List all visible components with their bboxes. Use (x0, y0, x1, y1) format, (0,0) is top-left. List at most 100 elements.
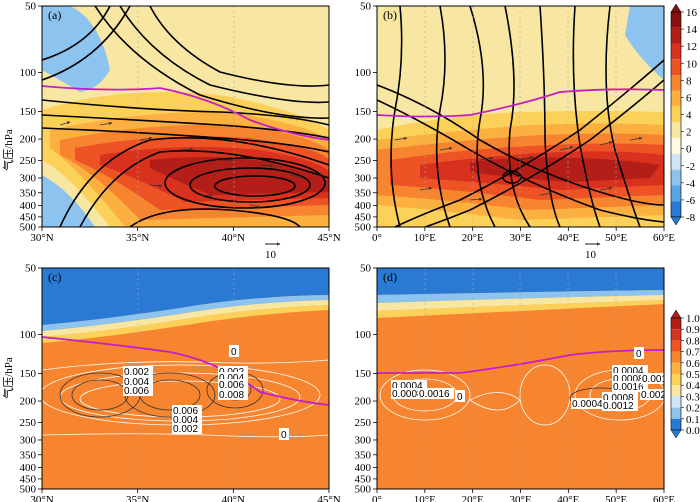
contour-label: 0.006 (219, 380, 244, 391)
colorbar-tick-label: -8 (686, 212, 696, 224)
panel-b-tropopause (377, 88, 664, 118)
wind-vector (519, 156, 534, 161)
y-tick-label: 500 (355, 222, 372, 234)
colorbar-tick-label: 8 (686, 75, 692, 87)
contour-line (394, 59, 664, 227)
panel-d-pale-band (377, 295, 664, 311)
panel-d-contour-labels: 0 0.0004 0.0008 0.0016 0 0.0004 0.0008 0… (391, 347, 664, 412)
x-tick-label: 10°E (414, 494, 436, 502)
colorbar-swatch (671, 351, 681, 363)
contour-label: 0.0008 (392, 389, 423, 400)
contour-line (469, 6, 496, 227)
colorbar-tick-label: -2 (686, 161, 695, 173)
x-tick-label: 45°N (317, 232, 340, 244)
colorbar-tick-label: 0.7 (686, 347, 700, 359)
colorbar-cap-top (670, 309, 682, 319)
wind-vector (479, 156, 494, 161)
contour-label: 0 (636, 349, 642, 360)
panel-b-blue-topright (625, 6, 664, 80)
panel-c-lightblue-band (42, 295, 329, 331)
panel-d-lightblue-band (377, 290, 664, 303)
contour-line (42, 127, 329, 153)
panel-c: 0 0.002 0.004 0.006 0.002 0.004 0.006 0.… (41, 267, 330, 490)
wind-vector (419, 186, 433, 191)
contour-label: 0 (457, 392, 463, 403)
wind-vector (59, 121, 71, 126)
colorbar-swatch (671, 138, 681, 154)
panel-c-contour-labels: 0 0.002 0.004 0.006 0.002 0.004 0.006 0.… (123, 345, 289, 441)
colorbar-swatch (671, 396, 681, 408)
y-tick-label: 200 (355, 134, 372, 146)
x-tick-label: 30°E (509, 232, 531, 244)
x-tick-label: 40°N (222, 232, 245, 244)
y-tick-label: 350 (20, 449, 37, 461)
contour-line (424, 79, 664, 227)
colorbar-tick-label: 16 (686, 7, 698, 19)
panel-a-vectors (59, 121, 303, 209)
contour-line (539, 6, 561, 227)
x-tick-label: 60°E (653, 494, 675, 502)
colorbar-tick-label: 12 (686, 41, 697, 53)
wind-vector (599, 186, 613, 191)
contour-label: 0 (281, 430, 287, 441)
wind-vector (249, 204, 261, 209)
panel-b-contours (377, 6, 664, 227)
colorbar-swatch (671, 122, 681, 139)
panel-c-orange-band (42, 305, 329, 343)
x-tick-label: 40°E (557, 494, 579, 502)
colorbar-tick-label: 0 (686, 144, 692, 156)
contour-line (189, 167, 311, 203)
x-tick-label: 30°E (509, 494, 531, 502)
colorbar-tick-label: 4 (686, 110, 692, 122)
contour-line (214, 175, 296, 197)
panel-c-label: (c) (48, 270, 61, 284)
contour-line (42, 6, 131, 81)
x-tick-label: 45°N (317, 494, 340, 502)
contour-label: 0 (231, 347, 237, 358)
panel-a: (a) (41, 5, 330, 228)
colorbar-tick-label: -6 (686, 195, 696, 207)
y-tick-label: 450 (355, 473, 372, 485)
y-tick-label: 150 (355, 106, 372, 118)
y-tick-label: 200 (355, 396, 372, 408)
y-tick-label: 150 (20, 106, 37, 118)
colorbar-swatch (671, 318, 681, 330)
x-tick-label: 50°E (605, 232, 627, 244)
x-tick-label: 0° (372, 232, 382, 244)
colorbar-cap-top (670, 3, 682, 13)
contour-label: 0.002 (124, 367, 149, 378)
contour-label: 0.004 (173, 415, 198, 426)
wind-vector (394, 136, 408, 141)
colorbar-tick-label: 0.3 (686, 391, 700, 403)
panel-c-yellow-band (42, 300, 329, 337)
colorbar-swatch (671, 201, 681, 217)
panel-a-tropopause (42, 85, 329, 141)
wind-vector (599, 141, 613, 146)
contour-label: 0.0012 (603, 401, 634, 412)
colorbar-tick-label: -4 (686, 178, 696, 190)
y-tick-label: 400 (355, 200, 372, 212)
x-tick-label: 35°N (126, 494, 149, 502)
contour-line (435, 6, 451, 227)
contour-label: 0.002 (173, 424, 198, 435)
colorbar-tick-label: 14 (686, 24, 698, 36)
contour-line (94, 6, 329, 119)
contour-line (502, 170, 522, 184)
wind-vector (259, 164, 274, 168)
y-tick-label: 450 (20, 211, 37, 223)
colorbar-swatch (671, 90, 681, 107)
x-tick-label: 20°E (462, 232, 484, 244)
wind-vector (149, 184, 163, 188)
panel-a-contours (42, 6, 329, 227)
contour-line (129, 208, 301, 227)
colorbar-swatch (671, 329, 681, 341)
colorbar-tick-label: 0.2 (686, 403, 700, 415)
colorbar-tick-label: 0.0 (686, 425, 700, 437)
colorbar-tick-label: 0.1 (686, 414, 700, 426)
y-tick-label: 50 (25, 1, 37, 13)
colorbar-swatch (671, 59, 681, 76)
y-tick-label: 500 (355, 484, 372, 496)
contour-line (149, 6, 329, 87)
